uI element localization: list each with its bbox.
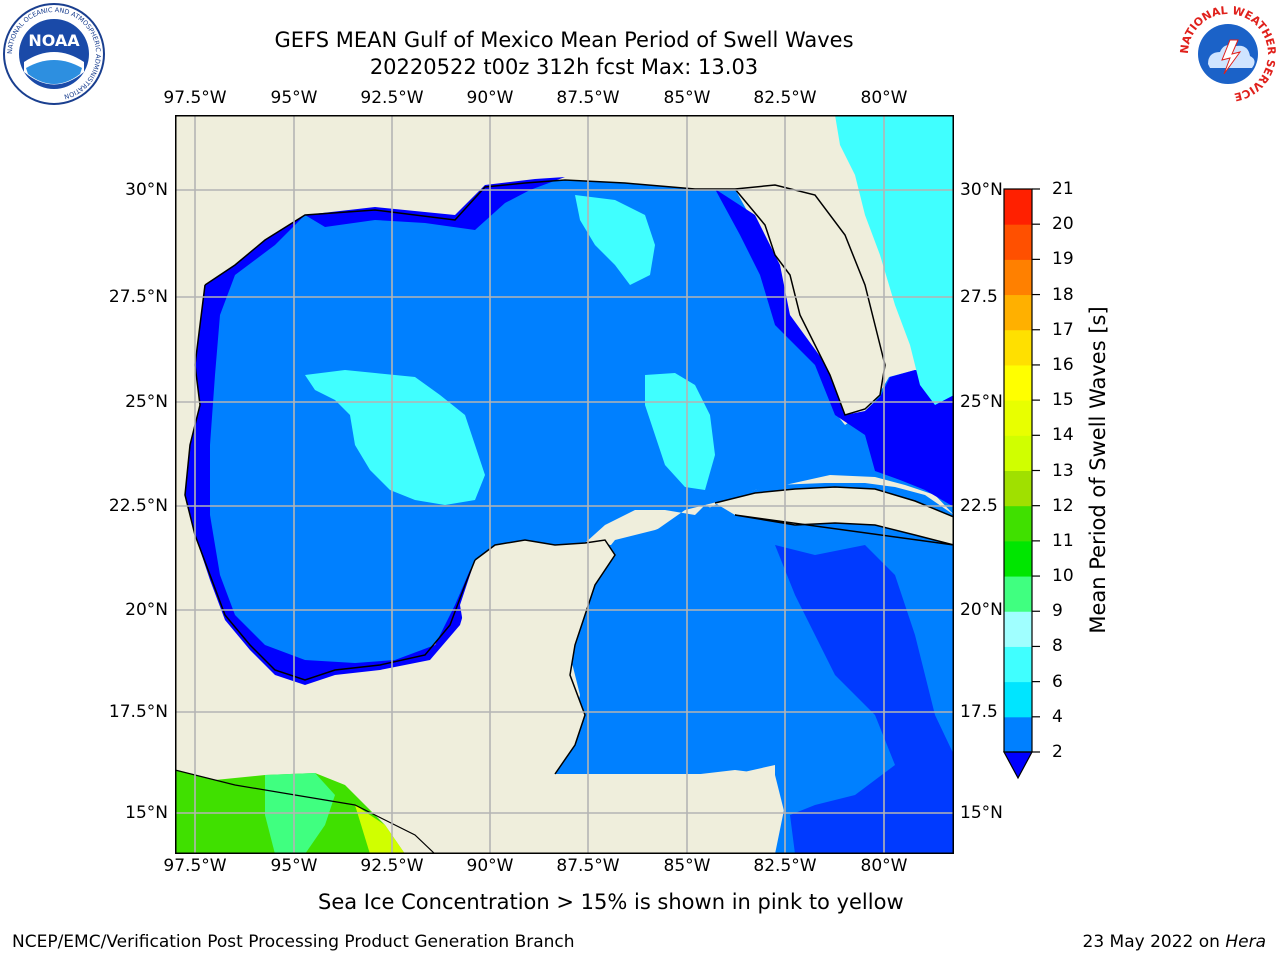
colorbar-level-label: 19 — [1052, 249, 1074, 270]
lat-tick-right: 17.5 — [960, 702, 998, 722]
lon-tick-bottom: 97.5°W — [163, 856, 227, 876]
lat-tick-right: 30°N — [960, 180, 1003, 200]
colorbar-segment — [1004, 505, 1032, 542]
colorbar-level-label: 17 — [1052, 319, 1074, 340]
map-title: GEFS MEAN Gulf of Mexico Mean Period of … — [274, 28, 854, 52]
yucatan-land — [175, 540, 775, 854]
lat-tick-left: 15°N — [125, 803, 168, 823]
lat-tick-left: 27.5°N — [108, 287, 168, 307]
lat-tick-right: 27.5 — [960, 287, 998, 307]
low-period-caribbean-east — [775, 545, 954, 854]
colorbar-level-label: 9 — [1052, 601, 1063, 622]
lat-tick-right: 15°N — [960, 803, 1003, 823]
colorbar-segment — [1004, 576, 1032, 612]
lon-tick-top: 85°W — [663, 88, 711, 108]
lon-tick-top: 97.5°W — [163, 88, 227, 108]
colorbar-level-label: 14 — [1052, 425, 1074, 446]
lat-tick-left: 25°N — [125, 392, 168, 412]
cuba-land — [715, 487, 954, 545]
lon-tick-top: 87.5°W — [556, 88, 620, 108]
host-name: Hera — [1225, 932, 1266, 952]
colorbar-segment — [1004, 259, 1032, 296]
lon-tick-bottom: 85°W — [663, 856, 711, 876]
colorbar-level-label: 20 — [1052, 214, 1074, 235]
colorbar-level-label: 8 — [1052, 636, 1063, 657]
lat-tick-right: 20°N — [960, 600, 1003, 620]
colorbar-segment — [1004, 329, 1032, 366]
colorbar-segment — [1004, 435, 1032, 471]
lon-gridlines — [194, 115, 885, 854]
colorbar-level-label: 15 — [1052, 390, 1074, 411]
colorbar-level-label: 2 — [1052, 742, 1063, 762]
colorbar-segment — [1004, 611, 1032, 647]
colorbar-segment — [1004, 224, 1032, 260]
lon-tick-top: 95°W — [270, 88, 318, 108]
coastline — [204, 179, 886, 416]
colorbar-segment — [1004, 681, 1032, 718]
colorbar-level-label: 18 — [1052, 284, 1074, 305]
lat-tick-right: 22.5 — [960, 496, 998, 516]
lon-tick-bottom: 95°W — [270, 856, 318, 876]
colorbar-level-label: 16 — [1052, 354, 1074, 375]
colorbar-segment — [1004, 294, 1032, 331]
lat-gridlines — [175, 189, 954, 814]
credit-line: NCEP/EMC/Verification Post Processing Pr… — [12, 932, 575, 952]
map-subtitle: 20220522 t00z 312h fcst Max: 13.03 — [369, 55, 759, 79]
lon-tick-top: 90°W — [466, 88, 514, 108]
colorbar-segment — [1004, 646, 1032, 683]
low-period-east-coast — [715, 189, 954, 507]
svg-text:NOAA: NOAA — [28, 31, 80, 50]
high-period-central-gulf — [305, 370, 485, 505]
lat-tick-left: 30°N — [125, 180, 168, 200]
lat-tick-right: 25°N — [960, 392, 1003, 412]
lat-tick-left: 20°N — [125, 600, 168, 620]
lon-tick-top: 80°W — [860, 88, 908, 108]
sea-ice-footnote: Sea Ice Concentration > 15% is shown in … — [318, 890, 904, 914]
colorbar-segment — [1004, 400, 1032, 436]
noaa-logo-icon: NATIONAL OCEANIC AND ATMOSPHERIC ADMINIS… — [3, 3, 105, 105]
colorbar-segment — [1004, 470, 1032, 507]
gulf-swell-period-map — [175, 115, 954, 854]
colorbar-level-label: 13 — [1052, 460, 1074, 481]
colorbar-segment — [1004, 716, 1032, 753]
lon-tick-bottom: 80°W — [860, 856, 908, 876]
high-period-north-gulf — [575, 195, 655, 285]
colorbar-extend-triangle — [1002, 751, 1034, 780]
colorbar-title: Mean Period of Swell Waves [s] — [1086, 306, 1110, 634]
colorbar — [1002, 188, 1040, 780]
lon-tick-bottom: 90°W — [466, 856, 514, 876]
lat-tick-left: 17.5°N — [108, 702, 168, 722]
nws-logo-icon: NATIONAL WEATHER SERVICE — [1178, 4, 1278, 103]
colorbar-level-label: 21 — [1052, 179, 1074, 199]
colorbar-level-label: 12 — [1052, 495, 1074, 516]
lon-tick-bottom: 87.5°W — [556, 856, 620, 876]
lon-tick-bottom: 92.5°W — [360, 856, 424, 876]
colorbar-level-label: 11 — [1052, 530, 1074, 551]
lat-tick-left: 22.5°N — [108, 496, 168, 516]
high-period-atlantic — [835, 115, 954, 405]
colorbar-level-label: 10 — [1052, 566, 1074, 587]
map-frame — [175, 115, 954, 854]
colorbar-level-label: 4 — [1052, 706, 1063, 727]
lon-tick-top: 92.5°W — [360, 88, 424, 108]
generation-date: 23 May 2022 on Hera — [1082, 932, 1267, 952]
colorbar-level-label: 6 — [1052, 671, 1063, 692]
colorbar-segment — [1004, 189, 1032, 225]
colorbar-segment — [1004, 364, 1032, 401]
colorbar-segment — [1004, 540, 1032, 577]
lon-tick-bottom: 82.5°W — [753, 856, 817, 876]
lon-tick-top: 82.5°W — [753, 88, 817, 108]
